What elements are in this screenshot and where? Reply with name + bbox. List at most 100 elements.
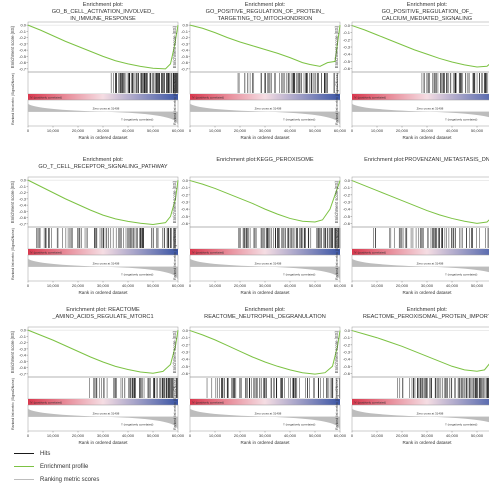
- x-tick-label: 50,000: [147, 283, 160, 288]
- es-y-tick-label: -0.6: [181, 371, 189, 376]
- es-y-tick-label: -0.4: [343, 52, 351, 57]
- positive-correlated-label: 'h' (positively correlated): [30, 96, 62, 100]
- zero-cross-label: Zero cross at 31408: [417, 262, 444, 266]
- enrichment-panel-3: Enrichment plot:GO_POSITIVE_REGULATION_O…: [334, 2, 489, 140]
- hits-band-frame: [351, 71, 489, 95]
- es-y-tick-label: -0.4: [181, 207, 189, 212]
- x-tick-label: 30,000: [97, 128, 110, 133]
- x-tick-label: 40,000: [122, 433, 135, 438]
- enrichment-profile-line: [189, 180, 341, 223]
- x-tick-label: 40,000: [446, 283, 459, 288]
- panel-title-line: Enrichment plot: REACTOME: [66, 307, 140, 313]
- es-plot-frame: [351, 326, 489, 378]
- x-tick-label: 60,000: [172, 128, 185, 133]
- negative-correlated-label: 'l' (negatively correlated): [121, 118, 153, 122]
- enrichment-profile-line: [351, 25, 489, 68]
- x-axis-label: Rank in ordered dataset: [240, 440, 290, 445]
- zero-cross-label: Zero cross at 31408: [93, 412, 120, 416]
- panel-title-line: Enrichment plot:: [407, 2, 448, 8]
- x-tick-label: 40,000: [446, 433, 459, 438]
- es-y-axis-label: Enrichment score (ES): [172, 330, 177, 373]
- es-plot-frame: [189, 176, 341, 228]
- es-y-axis-label: Enrichment score (ES): [10, 180, 15, 223]
- es-y-axis-label: Enrichment score (ES): [334, 330, 339, 373]
- es-y-tick-label: 0.0: [20, 328, 26, 333]
- es-y-tick-label: -0.6: [343, 66, 351, 71]
- es-y-tick-label: -0.3: [343, 45, 351, 50]
- zero-cross-label: Zero cross at 31408: [93, 262, 120, 266]
- positive-correlated-label: 'h' (positively correlated): [354, 251, 386, 255]
- x-tick-label: 0: [189, 128, 192, 133]
- x-tick-label: 40,000: [446, 128, 459, 133]
- ranking-metric-area: [190, 408, 340, 430]
- x-tick-label: 60,000: [172, 283, 185, 288]
- es-y-tick-label: -0.4: [181, 48, 189, 53]
- es-y-tick-label: -0.1: [19, 184, 27, 189]
- x-tick-label: 50,000: [147, 433, 160, 438]
- es-y-tick-label: -0.2: [181, 342, 189, 347]
- panel-title-line: GO_T_CELL_RECEPTOR_SIGNALING_PATHWAY: [38, 164, 168, 170]
- panel-title-line: REACTOME_NEUTROPHIL_DEGRANULATION: [204, 314, 326, 320]
- enrichment-profile-swatch: [14, 466, 34, 467]
- ranking-y-axis-label: Ranked list metric (Signal2Noise): [11, 73, 15, 125]
- x-tick-label: 60,000: [334, 283, 347, 288]
- zero-cross-label: Zero cross at 31408: [417, 412, 444, 416]
- x-tick-label: 60,000: [172, 433, 185, 438]
- x-tick-label: 0: [351, 433, 354, 438]
- positive-correlated-label: 'h' (positively correlated): [354, 401, 386, 405]
- es-y-axis-label: Enrichment score (ES): [334, 180, 339, 223]
- es-y-tick-label: -0.1: [343, 335, 351, 340]
- es-y-tick-label: -0.1: [181, 29, 189, 34]
- x-tick-label: 10,000: [209, 433, 222, 438]
- es-y-tick-label: 0.0: [20, 23, 26, 28]
- es-y-tick-label: -0.4: [19, 353, 27, 358]
- negative-correlated-label: 'l' (negatively correlated): [445, 118, 477, 122]
- positive-correlated-label: 'h' (positively correlated): [30, 251, 62, 255]
- correlation-color-bar: [190, 399, 340, 405]
- enrichment-panel-9: Enrichment plot:REACTOME_PEROXISOMAL_PRO…: [334, 307, 489, 445]
- es-plot-frame: [189, 21, 341, 73]
- correlation-color-bar: [352, 399, 489, 405]
- ranking-y-axis-label: Ranked list metric (Signal2Noise): [173, 73, 177, 125]
- x-tick-label: 50,000: [309, 128, 322, 133]
- x-tick-label: 50,000: [471, 433, 484, 438]
- x-axis-label: Rank in ordered dataset: [402, 135, 452, 140]
- es-y-tick-label: -0.7: [19, 221, 27, 226]
- positive-correlated-label: 'h' (positively correlated): [192, 401, 224, 405]
- x-tick-label: 10,000: [371, 283, 384, 288]
- es-y-tick-label: -0.3: [181, 350, 189, 355]
- zero-cross-label: Zero cross at 31408: [93, 107, 120, 111]
- x-tick-label: 30,000: [259, 433, 272, 438]
- enrichment-profile-line: [189, 24, 341, 67]
- x-tick-label: 0: [189, 283, 192, 288]
- es-y-tick-label: -0.4: [19, 203, 27, 208]
- panel-title-line: Enrichment plot:KEGG_PEROXISOME: [216, 157, 314, 163]
- positive-correlated-label: 'h' (positively correlated): [30, 401, 62, 405]
- negative-correlated-label: 'l' (negatively correlated): [445, 273, 477, 277]
- es-y-tick-label: -0.1: [343, 30, 351, 35]
- es-y-tick-label: -0.6: [181, 60, 189, 65]
- es-plot-frame: [351, 176, 489, 228]
- x-tick-label: 40,000: [284, 128, 297, 133]
- ranking-y-axis-label: Ranked list metric (Signal2Noise): [173, 378, 177, 430]
- x-tick-label: 10,000: [209, 128, 222, 133]
- legend-label-hits: Hits: [40, 450, 51, 457]
- x-tick-label: 50,000: [471, 128, 484, 133]
- negative-correlated-label: 'l' (negatively correlated): [283, 118, 315, 122]
- x-tick-label: 50,000: [309, 283, 322, 288]
- ranking-metric-area: [352, 103, 489, 118]
- es-y-tick-label: -0.7: [19, 371, 27, 376]
- x-tick-label: 0: [189, 433, 192, 438]
- panel-title-line: _AMINO_ACIDS_REGULATE_MTORC1: [51, 314, 153, 320]
- zero-cross-label: Zero cross at 31408: [255, 262, 282, 266]
- es-y-axis-label: Enrichment score (ES): [10, 330, 15, 373]
- x-tick-label: 30,000: [259, 283, 272, 288]
- x-tick-label: 0: [351, 128, 354, 133]
- legend-item-ranking-metric: Ranking metric scores: [14, 473, 314, 486]
- panel-title-line: REACTOME_PEROXISOMAL_PROTEIN_IMPORT: [363, 314, 489, 320]
- ranking-metric-area: [190, 258, 340, 280]
- es-y-tick-label: -0.5: [181, 54, 189, 59]
- es-y-tick-label: 0.0: [182, 23, 188, 28]
- es-y-tick-label: 0.0: [344, 178, 350, 183]
- enrichment-profile-line: [27, 179, 179, 226]
